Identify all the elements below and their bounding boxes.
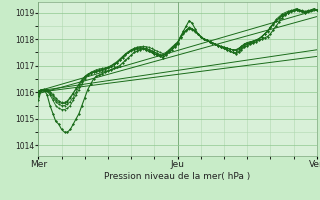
X-axis label: Pression niveau de la mer( hPa ): Pression niveau de la mer( hPa ) [104, 172, 251, 181]
